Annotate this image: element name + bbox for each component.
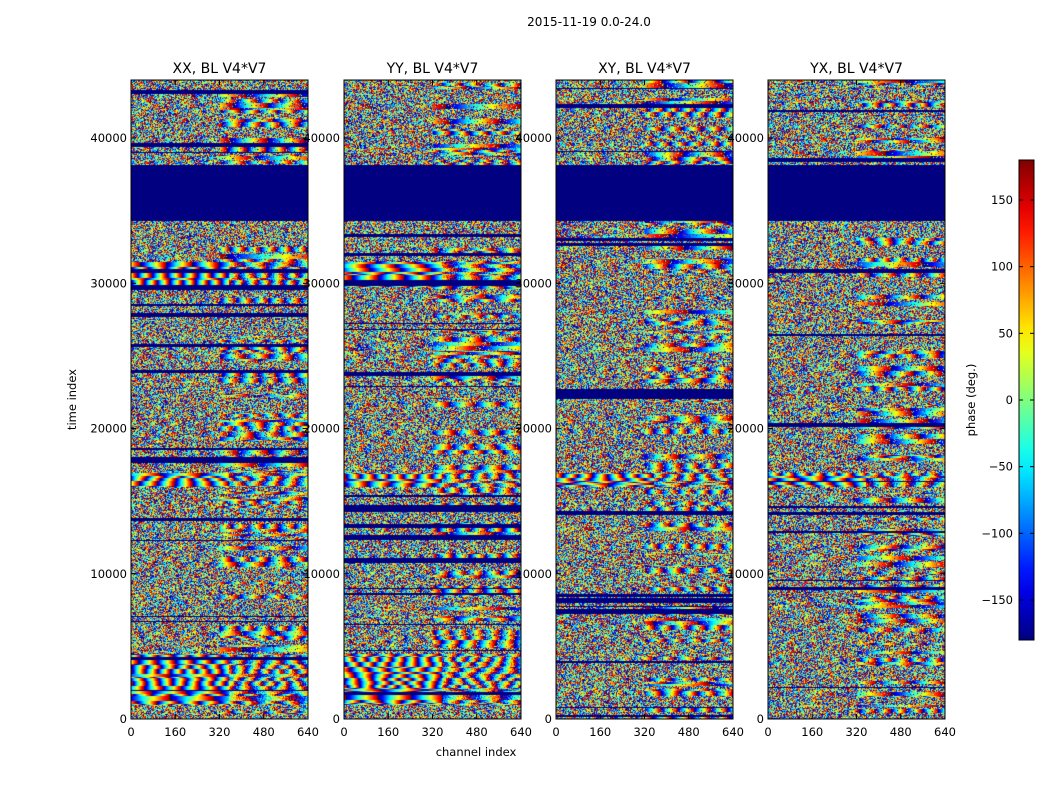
colorbar-tick-label: −100 — [981, 526, 1013, 540]
x-tick-label: 480 — [678, 725, 700, 739]
x-tick-label: 160 — [589, 725, 611, 739]
y-tick-label: 30000 — [90, 276, 127, 290]
colorbar-tick-label: 0 — [1006, 393, 1013, 407]
x-tick-label: 0 — [552, 725, 559, 739]
y-tick-label: 30000 — [515, 276, 552, 290]
x-tick-label: 160 — [801, 725, 823, 739]
colorbar-tick-label: −50 — [989, 460, 1013, 474]
y-tick-label: 0 — [120, 712, 127, 726]
panel-1: XX, BL V4*V7 0 160 320 480 640 0 10000 20000 3000… — [65, 61, 319, 739]
y-tick-label: 20000 — [515, 422, 552, 436]
panel-title: XY, BL V4*V7 — [598, 61, 691, 77]
y-tick-label: 0 — [333, 712, 340, 726]
colorbar-tick-label: 150 — [991, 193, 1013, 207]
colorbar-tick-label: 100 — [991, 260, 1013, 274]
panel-4: YX, BL V4*V7 0 160 320 480 640 0 10000 20000 3000… — [727, 61, 956, 739]
y-tick-label: 0 — [545, 712, 552, 726]
panel-2: YY, BL V4*V7 0 160 320 480 640 0 10000 20000 3000… — [303, 61, 532, 759]
y-axis-label: time index — [65, 369, 79, 430]
panels-group: XX, BL V4*V7 0 160 320 480 640 0 10000 20000 3000… — [65, 61, 956, 759]
x-tick-label: 640 — [297, 725, 319, 739]
y-tick-label: 10000 — [727, 567, 764, 581]
x-axis-label: channel index — [436, 745, 517, 759]
panel-title: YY, BL V4*V7 — [386, 61, 479, 77]
y-tick-label: 20000 — [90, 422, 127, 436]
x-tick-label: 480 — [253, 725, 275, 739]
colorbar-tick-label: 50 — [998, 326, 1013, 340]
heatmap-raster — [768, 80, 945, 719]
y-tick-label: 20000 — [727, 422, 764, 436]
x-tick-label: 0 — [127, 725, 134, 739]
x-tick-label: 480 — [466, 725, 488, 739]
x-tick-label: 320 — [209, 725, 231, 739]
y-tick-label: 20000 — [303, 422, 340, 436]
x-tick-label: 480 — [890, 725, 912, 739]
figure-suptitle: 2015-11-19 0.0-24.0 — [527, 15, 651, 29]
x-tick-label: 320 — [634, 725, 656, 739]
y-tick-label: 0 — [757, 712, 764, 726]
x-tick-label: 320 — [422, 725, 444, 739]
y-tick-label: 40000 — [515, 131, 552, 145]
y-tick-label: 40000 — [727, 131, 764, 145]
y-tick-label: 40000 — [90, 131, 127, 145]
x-tick-label: 0 — [340, 725, 347, 739]
y-tick-label: 30000 — [727, 276, 764, 290]
y-tick-label: 10000 — [90, 567, 127, 581]
y-tick-label: 10000 — [515, 567, 552, 581]
x-tick-label: 640 — [510, 725, 532, 739]
heatmap-raster — [344, 80, 521, 719]
colorbar-label: phase (deg.) — [964, 364, 978, 437]
y-tick-label: 10000 — [303, 567, 340, 581]
colorbar: 150 100 50 0 −50 −100 −150 phase (deg.) — [964, 159, 1035, 641]
x-tick-label: 0 — [764, 725, 771, 739]
x-tick-label: 320 — [846, 725, 868, 739]
x-tick-label: 160 — [164, 725, 186, 739]
panel-title: XX, BL V4*V7 — [173, 61, 267, 77]
x-tick-label: 160 — [377, 725, 399, 739]
x-tick-label: 640 — [934, 725, 956, 739]
panel-title: YX, BL V4*V7 — [809, 61, 903, 77]
panel-3: XY, BL V4*V7 0 160 320 480 640 0 10000 20000 3000… — [515, 61, 744, 739]
x-tick-label: 640 — [722, 725, 744, 739]
heatmap-raster — [131, 80, 308, 719]
y-tick-label: 30000 — [303, 276, 340, 290]
heatmap-raster — [556, 80, 733, 719]
y-tick-label: 40000 — [303, 131, 340, 145]
colorbar-tick-label: −150 — [981, 593, 1013, 607]
